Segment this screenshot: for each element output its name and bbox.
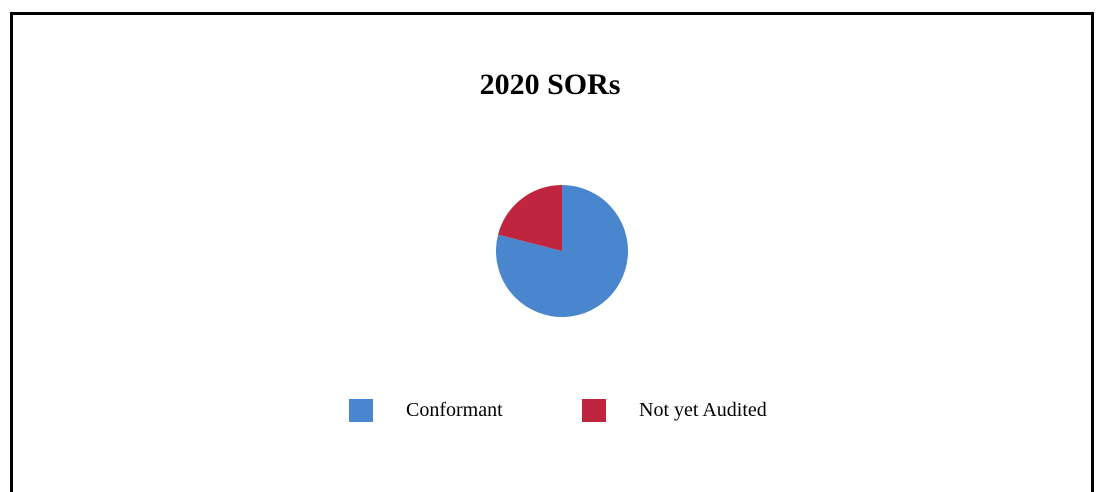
chart-title: 2020 SORs xyxy=(479,68,621,101)
pie-slice-not-yet-audited xyxy=(498,185,562,251)
pie-chart xyxy=(496,185,628,317)
pie-slices xyxy=(496,185,628,317)
